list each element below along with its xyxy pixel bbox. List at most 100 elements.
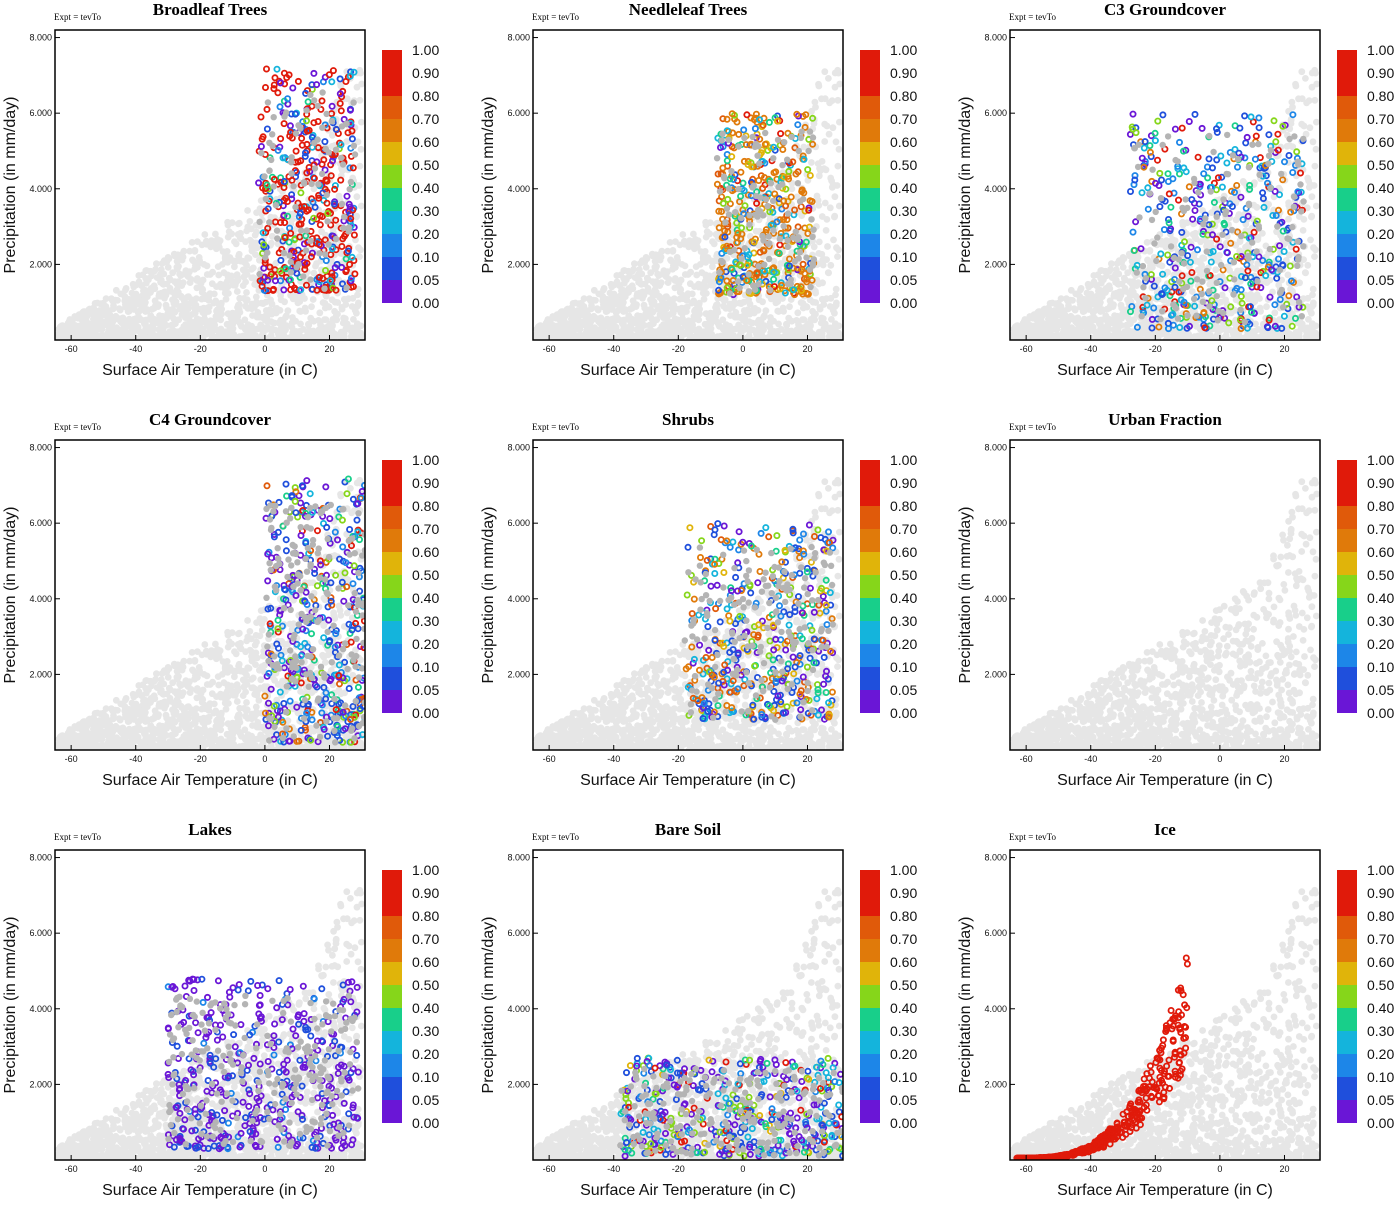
data-point <box>264 66 269 71</box>
background-point <box>801 316 808 323</box>
zero-point <box>308 181 314 187</box>
background-point <box>108 295 115 302</box>
zero-point <box>281 113 287 119</box>
background-point <box>184 294 191 301</box>
zero-point <box>290 183 296 189</box>
background-point <box>577 326 584 333</box>
y-tick-label: 8.000 <box>507 33 530 43</box>
y-axis-label: Precipitation (in mm/day) <box>2 97 19 274</box>
colorbar-label: 0.30 <box>890 203 917 219</box>
zero-point <box>289 154 295 160</box>
background-point <box>653 263 660 270</box>
data-point <box>263 85 268 90</box>
zero-point <box>319 125 325 131</box>
data-point <box>729 154 734 159</box>
background-point <box>672 315 679 322</box>
colorbar-swatch <box>382 96 402 119</box>
zero-point <box>346 224 352 230</box>
colorbar-swatch <box>860 257 880 280</box>
background-point <box>619 330 626 337</box>
background-point <box>676 280 683 287</box>
background-point <box>651 298 658 305</box>
data-point <box>789 194 794 199</box>
background-point <box>657 294 664 301</box>
zero-point <box>724 205 730 211</box>
background-point <box>226 329 233 336</box>
background-point <box>357 163 364 170</box>
background-point <box>160 271 167 278</box>
zero-point <box>307 92 313 98</box>
zero-point <box>266 219 272 225</box>
zero-point <box>281 250 287 256</box>
data-point <box>277 104 282 109</box>
background-point <box>731 299 738 306</box>
colorbar-label: 1.00 <box>890 42 917 58</box>
background-point <box>807 322 814 329</box>
zero-point <box>256 219 262 225</box>
background-point <box>786 303 793 310</box>
background-point <box>161 295 168 302</box>
data-point <box>274 67 279 72</box>
background-point <box>209 269 216 276</box>
zero-point <box>271 183 277 189</box>
background-point <box>679 231 686 238</box>
background-point <box>759 325 766 332</box>
background-point <box>161 257 168 264</box>
background-point <box>233 240 240 247</box>
background-point <box>833 302 840 309</box>
background-point <box>118 336 125 343</box>
background-point <box>680 295 687 302</box>
zero-point <box>753 212 759 218</box>
zero-point <box>738 215 744 221</box>
zero-point <box>785 281 791 287</box>
background-point <box>281 325 288 332</box>
zero-point <box>322 251 328 257</box>
colorbar-label: 0.00 <box>412 295 439 311</box>
background-point <box>603 319 610 326</box>
colorbar-label: 0.90 <box>890 65 917 81</box>
zero-point <box>311 140 317 146</box>
x-tick-label: -60 <box>65 344 78 354</box>
zero-point <box>274 227 280 233</box>
colorbar-swatch <box>860 73 880 96</box>
background-point <box>313 260 320 267</box>
background-point <box>783 322 790 329</box>
background-point <box>141 330 148 337</box>
background-point <box>317 321 324 328</box>
background-point <box>100 300 107 307</box>
background-point <box>336 193 343 200</box>
background-point <box>194 315 201 322</box>
background-point <box>818 320 825 327</box>
zero-point <box>797 198 803 204</box>
background-point <box>619 320 626 327</box>
data-point <box>741 127 746 132</box>
zero-point <box>763 196 769 202</box>
background-point <box>669 248 676 255</box>
zero-point <box>263 196 269 202</box>
background-point <box>196 260 203 267</box>
x-tick-label: 0 <box>262 344 267 354</box>
background-point <box>834 253 841 260</box>
zero-point <box>777 236 783 242</box>
y-tick-label: 4.000 <box>29 184 52 194</box>
data-point <box>771 277 776 282</box>
background-point <box>243 289 250 296</box>
background-point <box>830 237 837 244</box>
background-point <box>184 330 191 337</box>
zero-point <box>315 103 321 109</box>
background-point <box>777 260 784 267</box>
background-point <box>835 163 842 170</box>
background-point <box>178 282 185 289</box>
data-point <box>738 194 743 199</box>
colorbar-swatch <box>382 50 402 73</box>
zero-point <box>288 170 294 176</box>
data-point <box>294 149 299 154</box>
zero-point <box>274 235 280 241</box>
background-point <box>654 271 661 278</box>
zero-point <box>325 241 331 247</box>
zero-point <box>745 271 751 277</box>
background-point <box>272 327 279 334</box>
background-point <box>622 308 629 315</box>
background-point <box>294 294 301 301</box>
data-point <box>316 119 321 124</box>
